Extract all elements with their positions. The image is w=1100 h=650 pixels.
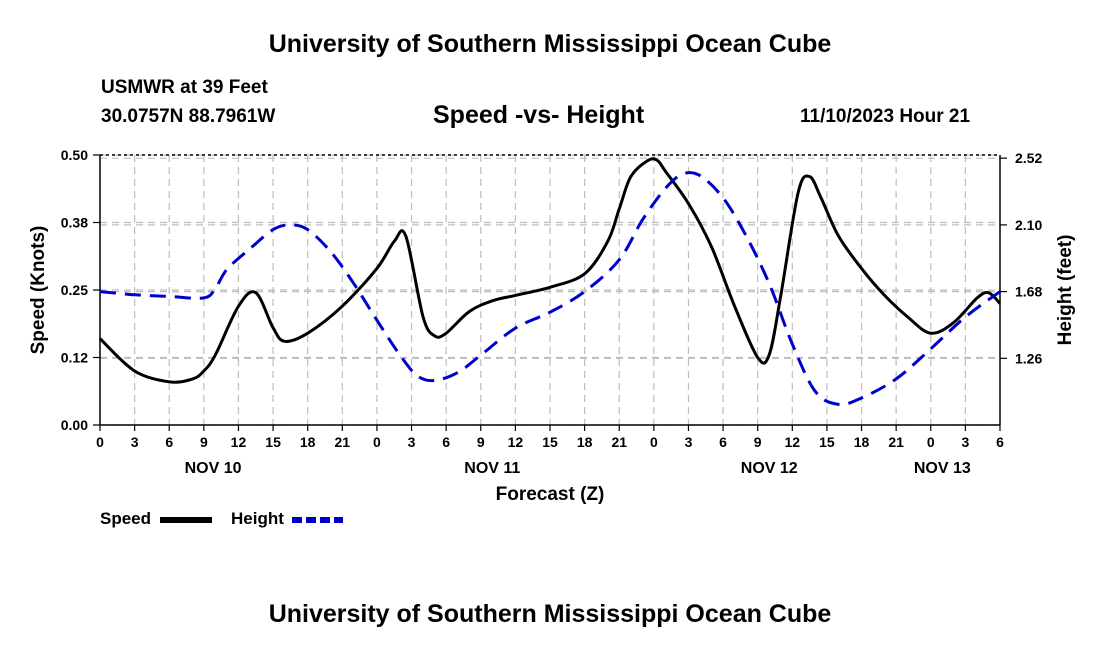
forecast-datetime: 11/10/2023 Hour 21 bbox=[800, 106, 971, 127]
series-layer bbox=[98, 157, 1002, 407]
y-tick-label: 0.25 bbox=[61, 282, 88, 298]
station-coordinates: 30.0757N 88.7961W bbox=[101, 106, 276, 127]
page-title: University of Southern Mississippi Ocean… bbox=[268, 30, 832, 58]
x-tick-label: 21 bbox=[611, 434, 627, 450]
x-day-label: NOV 11 bbox=[464, 460, 520, 477]
grid-layer bbox=[100, 154, 1000, 426]
y2-axis-title: Height (feet) bbox=[1055, 235, 1076, 346]
x-tick-label: 9 bbox=[754, 434, 762, 450]
x-tick-label: 0 bbox=[650, 434, 658, 450]
x-tick-label: 15 bbox=[819, 434, 835, 450]
x-tick-label: 21 bbox=[335, 434, 351, 450]
legend-height-label: Height bbox=[231, 509, 284, 528]
x-tick-label: 15 bbox=[265, 434, 281, 450]
x-tick-label: 6 bbox=[996, 434, 1004, 450]
x-tick-label: 21 bbox=[888, 434, 904, 450]
y2-tick-label: 2.10 bbox=[1015, 217, 1042, 233]
x-tick-label: 0 bbox=[96, 434, 104, 450]
x-tick-label: 0 bbox=[373, 434, 381, 450]
label-layer: 0 3 6 9 12 15 18 21 0 3 6 9 12 15 18 21 0 3 6 9 12 15 18 21 0 3 6 0… bbox=[28, 147, 1076, 505]
y-tick-label: 0.12 bbox=[61, 350, 88, 366]
x-tick-label: 6 bbox=[165, 434, 173, 450]
y-tick-label: 0.50 bbox=[61, 147, 88, 163]
y2-tick-label: 2.52 bbox=[1015, 150, 1042, 166]
y2-tick-label: 1.26 bbox=[1015, 350, 1042, 366]
chart-title: Speed -vs- Height bbox=[433, 101, 645, 129]
x-tick-label: 18 bbox=[300, 434, 316, 450]
x-tick-label: 12 bbox=[508, 434, 524, 450]
x-tick-label: 3 bbox=[961, 434, 969, 450]
legend-speed-label: Speed bbox=[100, 509, 152, 528]
page-title-footer: University of Southern Mississippi Ocean… bbox=[268, 600, 832, 628]
x-axis-title: Forecast (Z) bbox=[496, 484, 605, 505]
x-day-label: NOV 12 bbox=[741, 460, 798, 477]
x-tick-label: 18 bbox=[854, 434, 870, 450]
x-day-label: NOV 13 bbox=[914, 460, 971, 477]
y2-tick-label: 1.68 bbox=[1015, 284, 1042, 300]
y-tick-label: 0.00 bbox=[61, 417, 88, 433]
x-day-label: NOV 10 bbox=[185, 460, 242, 477]
x-tick-label: 9 bbox=[200, 434, 208, 450]
y-tick-label: 0.38 bbox=[61, 215, 88, 231]
y-axis-title: Speed (Knots) bbox=[28, 226, 49, 355]
x-tick-label: 12 bbox=[785, 434, 801, 450]
x-tick-label: 12 bbox=[231, 434, 247, 450]
x-tick-label: 3 bbox=[131, 434, 139, 450]
station-name: USMWR at 39 Feet bbox=[101, 77, 268, 98]
x-tick-label: 3 bbox=[408, 434, 416, 450]
x-tick-label: 0 bbox=[927, 434, 935, 450]
x-tick-label: 9 bbox=[477, 434, 485, 450]
x-tick-label: 15 bbox=[542, 434, 558, 450]
x-tick-label: 6 bbox=[719, 434, 727, 450]
axes-layer bbox=[93, 154, 1007, 431]
x-tick-label: 6 bbox=[442, 434, 450, 450]
x-tick-label: 18 bbox=[577, 434, 593, 450]
series-line-height bbox=[99, 171, 1001, 407]
x-tick-label: 3 bbox=[685, 434, 693, 450]
series-line-speed bbox=[98, 157, 1002, 384]
